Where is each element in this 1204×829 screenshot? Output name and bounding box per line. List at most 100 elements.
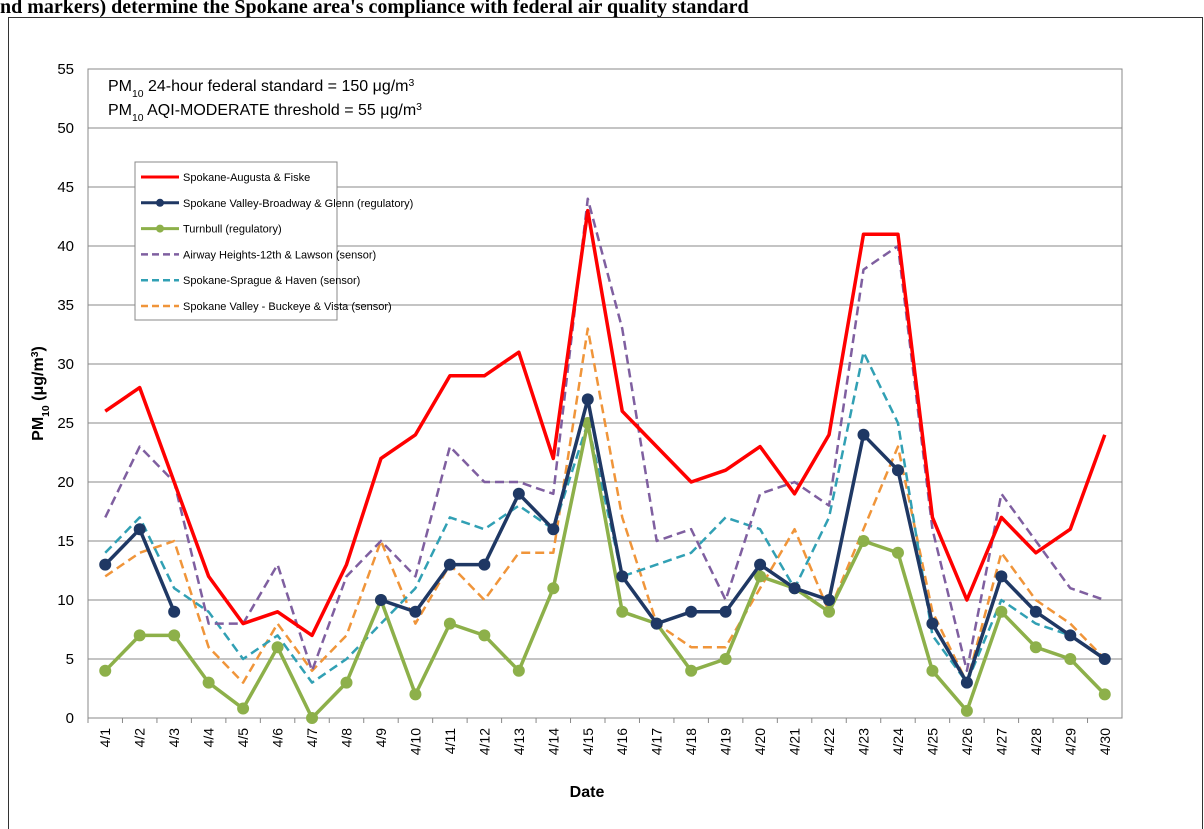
point <box>409 605 422 618</box>
x-tick-label: 4/4 <box>201 728 217 748</box>
point <box>1098 688 1111 701</box>
x-tick-label: 4/24 <box>890 728 906 755</box>
text-part: μg/m <box>380 102 416 119</box>
point <box>995 570 1008 583</box>
legend-marker <box>156 198 164 207</box>
x-tick-label: 4/26 <box>959 728 975 755</box>
point <box>443 558 456 571</box>
x-tick-label: 4/1 <box>97 728 113 748</box>
series-line <box>104 208 1107 638</box>
point <box>99 664 112 677</box>
point <box>133 523 146 536</box>
point <box>685 664 698 677</box>
point <box>478 629 491 642</box>
point <box>340 676 353 689</box>
point <box>616 605 629 618</box>
legend-label: Spokane Valley-Broadway & Glenn (regulat… <box>183 198 413 210</box>
text-part: μg/m <box>373 78 409 95</box>
y-axis-title: PM10 (μg/m3) <box>30 346 52 441</box>
x-tick-label: 4/6 <box>270 728 286 748</box>
text-part: 10 <box>41 405 52 417</box>
annotation: PM10 AQI-MODERATE threshold = 55 μg/m3 <box>108 102 422 124</box>
y-tick-label: 35 <box>57 297 74 314</box>
point <box>168 605 181 618</box>
y-tick-label: 10 <box>57 592 74 609</box>
series-line <box>104 327 1106 684</box>
x-tick-label: 4/7 <box>304 728 320 748</box>
point <box>926 664 939 677</box>
legend-label: Spokane-Augusta & Fiske <box>183 172 310 184</box>
annotation: PM10 24-hour federal standard = 150 μg/m… <box>108 78 415 100</box>
x-tick-label: 4/28 <box>1028 728 1044 755</box>
text-part: 10 <box>132 113 144 124</box>
chart-frame <box>8 17 1203 829</box>
point <box>891 546 904 559</box>
legend-label: Spokane-Sprague & Haven (sensor) <box>183 275 360 287</box>
text-part: (μg/m <box>30 357 47 405</box>
x-tick-label: 4/19 <box>718 728 734 755</box>
text-part: 3 <box>409 78 415 89</box>
text-part: 24-hour federal standard = 150 <box>144 78 373 95</box>
point <box>1064 653 1077 665</box>
text-part: PM <box>108 78 132 95</box>
x-tick-label: 4/3 <box>166 728 182 748</box>
x-tick-label: 4/12 <box>476 728 492 755</box>
y-tick-label: 30 <box>57 356 74 373</box>
x-tick-label: 4/17 <box>649 728 665 755</box>
y-tick-label: 0 <box>66 710 74 727</box>
y-tick-label: 55 <box>57 61 74 78</box>
text-part: PM <box>108 102 132 119</box>
point <box>547 582 560 595</box>
point <box>512 664 525 677</box>
x-tick-label: 4/22 <box>821 728 837 755</box>
point <box>960 704 973 717</box>
y-tick-label: 5 <box>66 651 74 668</box>
point <box>960 676 973 689</box>
x-tick-label: 4/2 <box>132 728 148 748</box>
y-tick-label: 25 <box>57 415 74 432</box>
point <box>685 605 698 618</box>
x-tick-label: 4/21 <box>787 728 803 755</box>
point <box>995 605 1008 618</box>
x-tick-label: 4/18 <box>683 728 699 755</box>
point <box>478 558 491 571</box>
x-tick-label: 4/10 <box>407 728 423 755</box>
point <box>547 523 560 536</box>
x-tick-label: 4/14 <box>545 728 561 755</box>
text-part: 10 <box>132 89 144 100</box>
point <box>823 594 836 606</box>
x-tick-label: 4/15 <box>580 728 596 755</box>
point <box>306 712 319 724</box>
text-part: 3 <box>30 351 41 357</box>
x-tick-label: 4/13 <box>511 728 527 755</box>
legend-marker <box>156 224 164 233</box>
point <box>133 629 146 642</box>
point <box>719 653 732 665</box>
series-line <box>104 350 1106 684</box>
text-part: 3 <box>416 102 422 113</box>
y-tick-label: 40 <box>57 238 74 255</box>
legend-label: Airway Heights-12th & Lawson (sensor) <box>183 249 376 261</box>
point <box>1098 653 1111 665</box>
series-line <box>104 197 1106 673</box>
x-tick-label: 4/27 <box>993 728 1009 755</box>
legend-box <box>134 161 338 321</box>
point <box>271 641 284 654</box>
point <box>857 428 870 441</box>
legend-label: Turnbull (regulatory) <box>183 224 282 236</box>
y-tick-label: 45 <box>57 179 74 196</box>
point <box>616 570 629 583</box>
point <box>650 617 663 630</box>
text-part: ) <box>30 346 47 351</box>
y-tick-label: 50 <box>57 120 74 137</box>
point <box>926 617 939 630</box>
point <box>99 558 112 571</box>
x-tick-label: 4/5 <box>235 728 251 748</box>
x-tick-label: 4/9 <box>373 728 389 748</box>
point <box>788 582 801 595</box>
x-tick-label: 4/30 <box>1097 728 1113 755</box>
chart-title: nd markers) determine the Spokane area's… <box>0 0 749 18</box>
point <box>374 594 387 606</box>
